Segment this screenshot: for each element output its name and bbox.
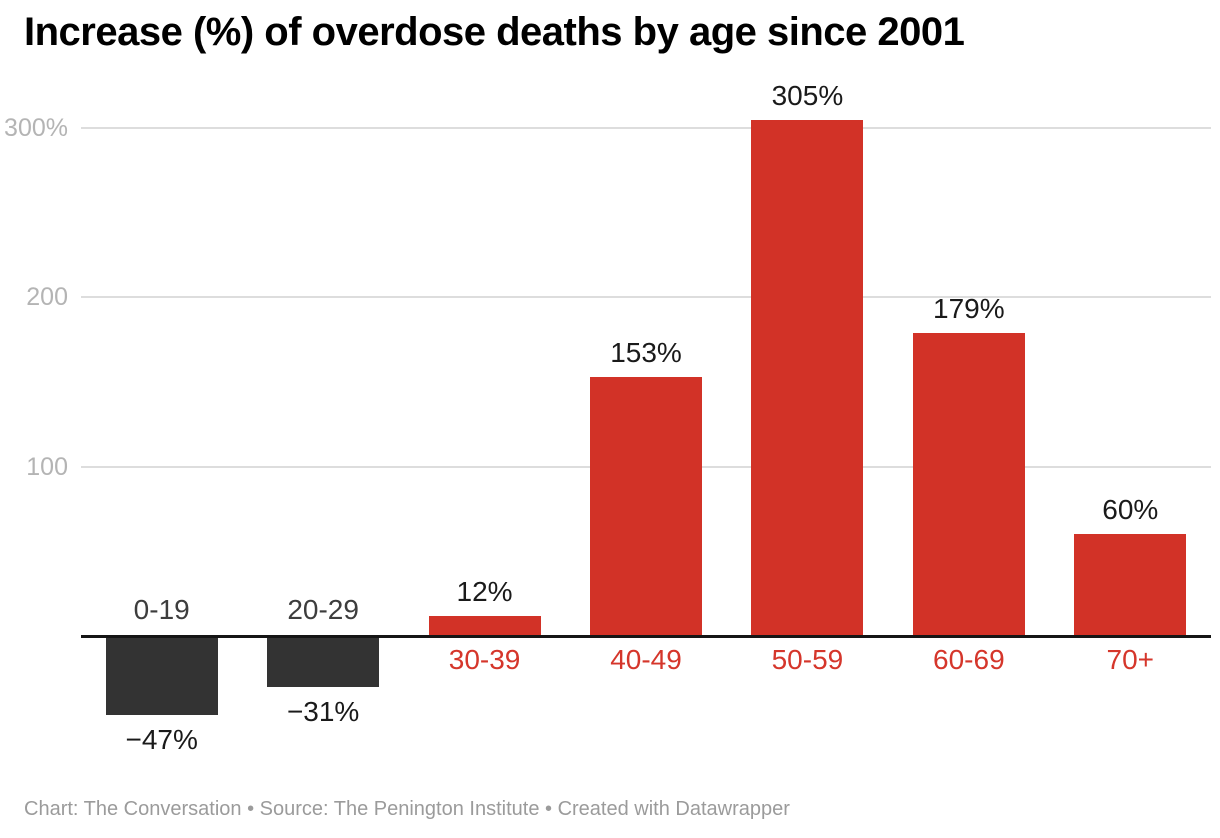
category-label-20-29: 20-29 [287, 594, 359, 625]
value-label-0-19: −47% [125, 723, 198, 755]
bar-30-39 [428, 615, 541, 636]
chart-title: Increase (%) of overdose deaths by age s… [24, 10, 965, 54]
bar-70+ [1074, 534, 1187, 636]
value-label-60-69: 179% [933, 292, 1005, 324]
plot-area: 100 200 300% −47% 0-19 −31% 20-29 12% 30-39 153% 4… [4, 79, 1211, 755]
y-axis-tick-label-100: 100 [26, 452, 68, 481]
gridline-200 [81, 296, 1211, 299]
value-label-40-49: 153% [610, 336, 682, 368]
y-axis-tick-label-200: 200 [26, 283, 68, 312]
bar-20-29 [267, 638, 380, 688]
category-label-40-49: 40-49 [610, 644, 682, 675]
value-label-20-29: −31% [286, 696, 360, 728]
category-label-0-19: 0-19 [133, 594, 190, 625]
category-label-30-39: 30-39 [448, 644, 521, 675]
category-label-60-69: 60-69 [933, 644, 1005, 675]
bar-0-19 [105, 638, 218, 715]
value-label-50-59: 305% [771, 79, 844, 111]
value-label-30-39: 12% [456, 575, 513, 607]
gridline-300 [81, 127, 1211, 129]
x-axis-line [81, 635, 1211, 638]
category-label-50-59: 50-59 [771, 644, 844, 675]
y-axis-tick-label-300: 300% [4, 114, 68, 142]
bar-50-59 [751, 119, 864, 636]
category-label-70+: 70+ [1106, 644, 1155, 675]
bar-60-69 [912, 332, 1025, 636]
value-label-70+: 60% [1102, 494, 1159, 526]
chart-footer: Chart: The Conversation • Source: The Pe… [24, 798, 790, 820]
bar-40-49 [590, 376, 702, 636]
